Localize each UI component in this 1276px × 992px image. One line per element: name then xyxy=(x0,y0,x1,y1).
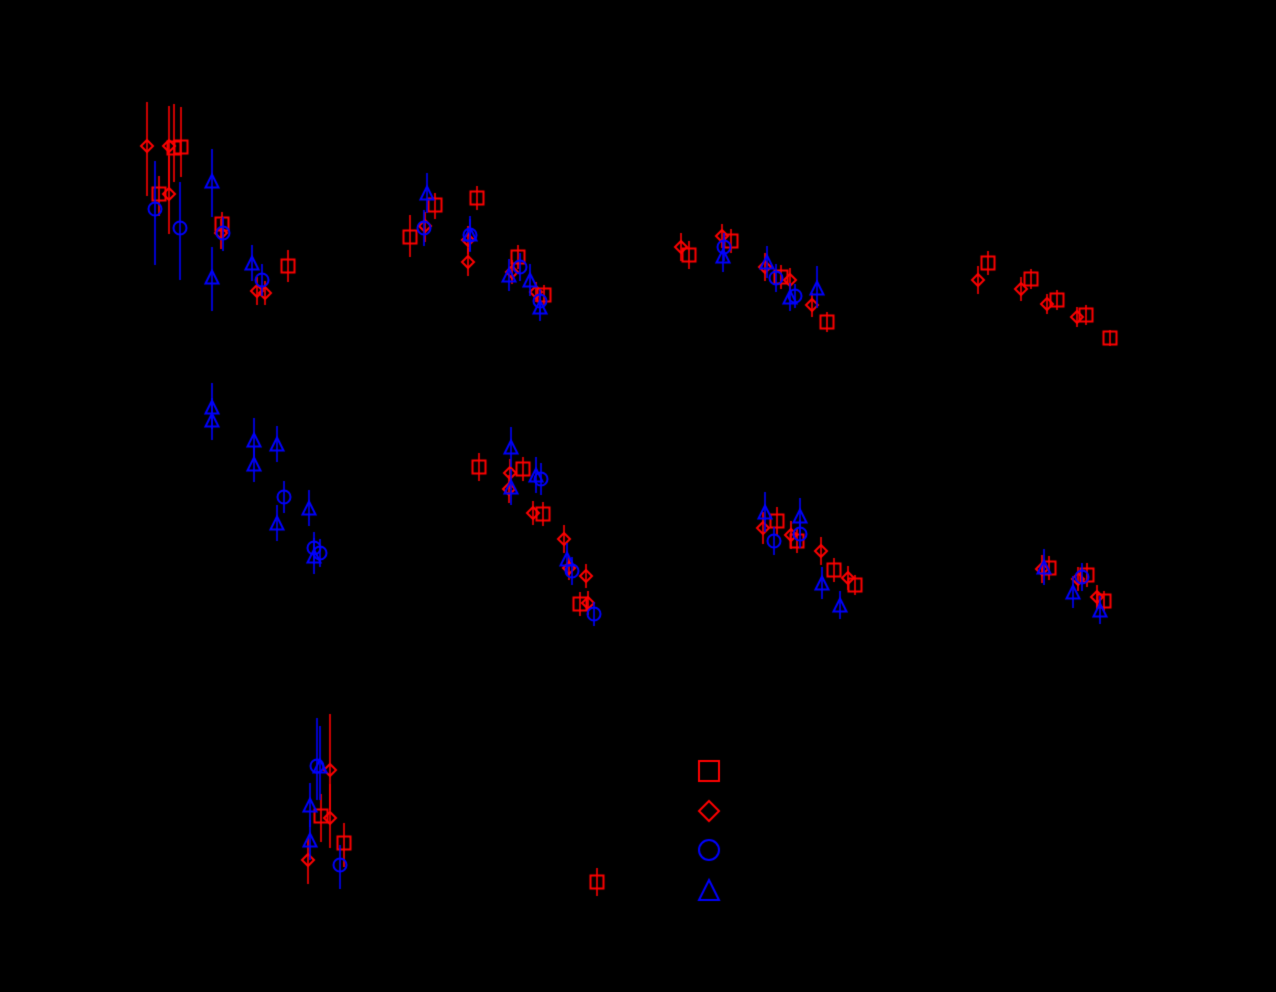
plot-canvas xyxy=(0,0,1276,992)
scatter-plot-figure xyxy=(0,0,1276,992)
